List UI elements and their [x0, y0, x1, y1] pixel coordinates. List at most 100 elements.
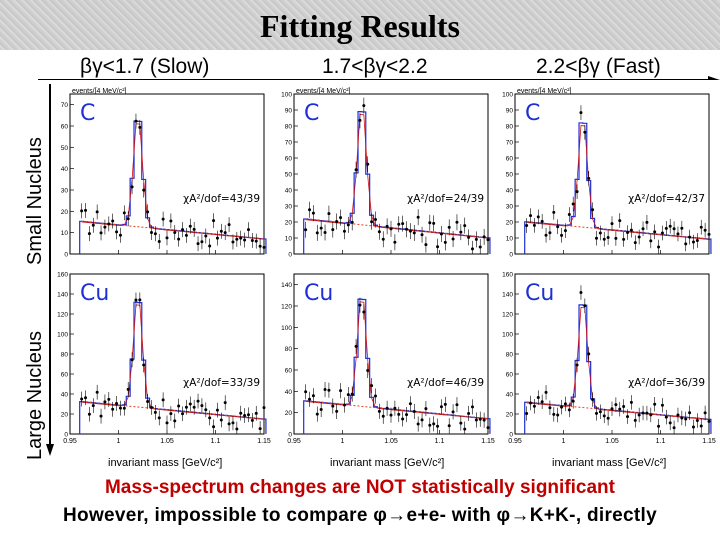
data-point — [536, 215, 540, 219]
nucleus-axis-arrow — [46, 84, 54, 456]
y-tick-label: 10 — [285, 236, 293, 243]
data-point — [111, 219, 115, 223]
data-point — [459, 230, 463, 234]
data-point — [153, 232, 157, 236]
data-point — [192, 227, 196, 231]
data-point — [315, 231, 319, 235]
target-label: Cu — [525, 281, 554, 306]
data-point — [366, 368, 370, 372]
data-point — [397, 412, 401, 416]
data-point — [695, 419, 699, 423]
data-point — [362, 104, 366, 108]
data-point — [455, 220, 459, 224]
data-point — [618, 219, 622, 223]
data-point — [552, 412, 556, 416]
data-point — [208, 416, 212, 420]
y-tick-label: 50 — [506, 172, 514, 179]
data-point — [204, 234, 208, 238]
slide-title: Fitting Results — [260, 8, 460, 44]
data-point — [405, 413, 409, 417]
data-point — [587, 352, 591, 356]
data-point — [342, 229, 346, 233]
data-point — [664, 415, 668, 419]
x-tick-label: 1.1 — [211, 438, 221, 445]
y-tick-label: 40 — [61, 166, 69, 173]
data-point — [637, 413, 641, 417]
data-point — [200, 240, 204, 244]
data-point — [529, 214, 533, 218]
data-point — [258, 244, 262, 248]
y-tick-label: 60 — [61, 124, 69, 131]
data-point — [482, 418, 486, 422]
data-point — [633, 418, 637, 422]
y-tick-label: 20 — [506, 412, 514, 419]
data-point — [99, 231, 103, 235]
data-point — [540, 400, 544, 404]
data-point — [467, 235, 471, 239]
data-point — [657, 245, 661, 249]
data-point — [243, 238, 247, 242]
data-point — [173, 419, 177, 423]
y-tick-label: 120 — [57, 312, 68, 319]
data-point — [107, 397, 111, 401]
data-point — [470, 247, 474, 251]
data-point — [439, 405, 443, 409]
y-tick-label: 60 — [61, 372, 69, 379]
data-point — [424, 243, 428, 247]
data-point — [385, 224, 389, 228]
title-band — [0, 0, 720, 50]
chi2-label: χA²/dof=46/39 — [407, 377, 484, 389]
data-point — [470, 405, 474, 409]
data-point — [308, 397, 312, 401]
data-point — [649, 413, 653, 417]
data-point — [591, 208, 595, 212]
data-point — [157, 416, 161, 420]
histogram-panel: 0 10 20 30 40 50 60 70 80 90 100 events/[4 MeV/c²] C… — [281, 88, 494, 268]
x-tick-label: 0.95 — [63, 438, 77, 445]
data-point — [91, 223, 95, 227]
column-label-fast: 2.2<βγ (Fast) — [536, 55, 661, 78]
x-tick-label: 1.15 — [257, 438, 271, 445]
data-point — [173, 230, 177, 234]
data-point — [463, 427, 467, 431]
y-tick-label: 20 — [285, 410, 293, 417]
plot-frame — [293, 273, 489, 435]
data-point — [161, 217, 165, 221]
y-tick-label: 60 — [285, 156, 293, 163]
data-point — [668, 224, 672, 228]
data-point — [373, 217, 377, 221]
data-point — [544, 390, 548, 394]
data-point — [443, 402, 447, 406]
background-curve — [305, 218, 489, 239]
data-point — [688, 411, 692, 415]
data-point — [560, 405, 564, 409]
y-axis-label: events/[4 MeV/c²] — [517, 88, 572, 95]
data-point — [161, 398, 165, 402]
data-point — [598, 410, 602, 414]
data-point — [239, 236, 243, 240]
data-point — [130, 358, 134, 362]
data-point — [130, 185, 134, 189]
data-point — [192, 405, 196, 409]
data-point — [227, 422, 231, 426]
y-tick-label: 20 — [61, 209, 69, 216]
xlabel-1: invariant mass [GeV/c²] — [108, 457, 223, 469]
data-point — [149, 230, 153, 234]
y-axis-label: events/[4 MeV/c²] — [72, 88, 127, 95]
data-point — [350, 220, 354, 224]
data-point — [377, 409, 381, 413]
data-point — [366, 162, 370, 166]
y-tick-label: 80 — [506, 352, 514, 359]
data-point — [331, 404, 335, 408]
beta-gamma-axis-arrow — [38, 76, 720, 80]
data-point — [169, 219, 173, 223]
data-point — [103, 400, 107, 404]
y-tick-label: 0 — [64, 432, 68, 439]
data-point — [219, 418, 223, 422]
data-point — [707, 232, 711, 236]
data-point — [412, 231, 416, 235]
data-point — [91, 404, 95, 408]
y-tick-label: 90 — [285, 108, 293, 115]
data-point — [676, 232, 680, 236]
y-tick-label: 30 — [506, 204, 514, 211]
